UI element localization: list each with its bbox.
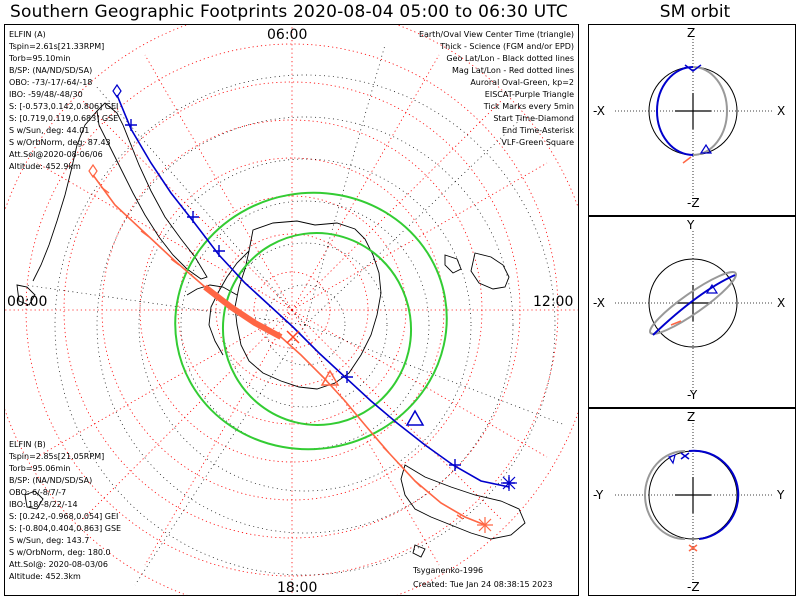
legend-item: Earth/Oval View Center Time (triangle) [419, 30, 574, 39]
sm-yz-svg: Z -Z -Y Y [593, 410, 785, 594]
elfin-b-name: ELFIN (B) [9, 440, 46, 449]
sm-yz-top: Z [687, 410, 695, 424]
elfin-b-line: S w/Sun, deg: 143.7 [9, 536, 89, 545]
mag-pole-marker [286, 330, 300, 344]
elfin-b-line: Altitude: 452.3km [9, 572, 81, 581]
elfin-b-line: OBO: 6/-8/7/-7 [9, 488, 66, 497]
sm-xy-orbit-a [652, 274, 736, 336]
elfin-a-info: ELFIN (A) Tspin=2.61s[21.33RPM] Torb=95.… [8, 30, 118, 171]
elfin-b-info: ELFIN (B) Tspin=2.85s[21.05RPM] Torb=95.… [8, 440, 121, 581]
sm-orbit-title: SM orbit [659, 2, 731, 22]
sm-xz-orbit-b [692, 66, 728, 156]
elfin-b-line: S w/OrbNorm, deg: 180.0 [9, 548, 111, 557]
sm-orbit-panel-xz: Z -Z -X X [588, 24, 796, 216]
hour-label-right: 12:00 [533, 294, 573, 310]
legend-item: VLF-Green Square [501, 138, 574, 147]
elfin-b-line: S: [0.242,-0.968,0.054] GEI [9, 512, 118, 521]
geo-grid [24, 44, 566, 586]
sm-xy-bottom: -Y [687, 388, 698, 402]
sm-yz-right: Y [776, 488, 785, 502]
elfin-a-line: Tspin=2.61s[21.33RPM] [8, 42, 104, 51]
sm-xy-left: -X [593, 296, 605, 310]
polar-map-svg: 06:00 00:00 12:00 18:00 Earth/Oval View … [5, 25, 578, 596]
sm-orbit-panel-yz: Z -Z -Y Y [588, 408, 796, 596]
sm-xz-bottom: -Z [687, 196, 700, 210]
elfin-a-line: S: [-0.573,0.142,0.806] GEI [9, 102, 118, 111]
legend-item: Start Time-Diamond [493, 114, 574, 123]
elfin-b-line: B/SP: (NA/ND/SD/SA) [9, 476, 92, 485]
elfin-b-center-triangle [320, 369, 340, 386]
sm-xz-orbit-a [656, 66, 694, 156]
map-title: Southern Geographic Footprints 2020-08-0… [9, 2, 568, 22]
legend-item: EISCAT-Purple Triangle [485, 90, 574, 99]
footprint-map: 06:00 00:00 12:00 18:00 Earth/Oval View … [4, 24, 579, 596]
sm-yz-left: -Y [593, 488, 604, 502]
elfin-b-line: Att.Sol@: 2020-08-03/06 [9, 560, 108, 569]
elfin-a-track [116, 94, 515, 489]
elfin-a-line: S w/OrbNorm, deg: 87.43 [9, 138, 111, 147]
legend-item: Mag Lat/Lon - Red dotted lines [452, 66, 574, 75]
elfin-b-line: Torb=95.06min [8, 464, 70, 473]
sm-xz-right: X [777, 104, 785, 118]
hour-label-bottom: 18:00 [277, 580, 317, 596]
elfin-a-line: OBO: -73/-17/-64/-18 [9, 78, 92, 87]
hour-label-top: 06:00 [267, 27, 307, 43]
sm-xy-orbit-b [649, 271, 737, 335]
auroral-oval [174, 191, 448, 451]
legend: Earth/Oval View Center Time (triangle) T… [419, 30, 574, 147]
hour-label-left: 00:00 [7, 294, 47, 310]
elfin-a-line: Altitude: 452.9km [9, 162, 81, 171]
sm-xy-top: Y [686, 218, 695, 232]
sm-xz-svg: Z -Z -X X [593, 26, 785, 210]
legend-item: Geo Lat/Lon - Black dotted lines [446, 54, 574, 63]
legend-item: Tick Marks every 5min [483, 102, 574, 111]
sm-yz-bottom: -Z [687, 580, 700, 594]
sm-yz-orbit-a [688, 449, 740, 540]
elfin-a-line: S w/Sun, deg: 44.01 [9, 126, 89, 135]
legend-item: Thick - Science (FGM and/or EPD) [439, 42, 574, 51]
elfin-a-name: ELFIN (A) [9, 30, 46, 39]
elfin-a-start-diamond [112, 83, 122, 99]
elfin-b-line: S: [-0.804,0.404,0.863] GSE [9, 524, 121, 533]
elfin-a-center-triangle [405, 409, 425, 426]
elfin-b-line: Tspin=2.85s[21.05RPM] [8, 452, 104, 461]
elfin-a-line: IBO: -59/48/-48/30 [9, 90, 83, 99]
sm-xz-top: Z [687, 26, 695, 40]
model-credit: Tsyganenko-1996 [412, 566, 483, 575]
legend-item: Auroral Oval-Green, kp=2 [470, 78, 574, 87]
elfin-a-line: Torb=95.10min [8, 54, 70, 63]
elfin-a-line: S: [0.719,0.119,0.683] GSE [9, 114, 118, 123]
elfin-b-start-diamond [88, 163, 98, 179]
sm-xz-left: -X [593, 104, 605, 118]
elfin-b-end-asterisk [477, 517, 493, 533]
elfin-a-line: Att.Sol@2020-08-06/06 [9, 150, 103, 159]
sm-yz-orbit-b [644, 450, 686, 540]
elfin-b-line: IBO: 18/-8/22/-14 [9, 500, 78, 509]
sm-xy-right: X [777, 296, 785, 310]
elfin-b-track [92, 174, 486, 526]
sm-orbit-panel-xy: Y -Y -X X [588, 216, 796, 408]
elfin-a-end-asterisk [501, 475, 517, 491]
legend-item: End Time-Asterisk [502, 126, 574, 135]
created-timestamp: Created: Tue Jan 24 08:38:15 2023 [413, 580, 553, 589]
sm-xy-svg: Y -Y -X X [593, 218, 785, 402]
elfin-a-line: B/SP: (NA/ND/SD/SA) [9, 66, 92, 75]
